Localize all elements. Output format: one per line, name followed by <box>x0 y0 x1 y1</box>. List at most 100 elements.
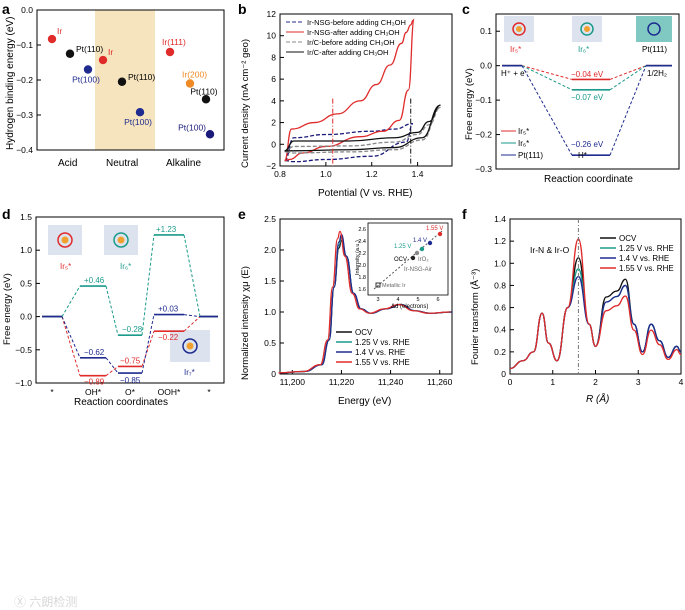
ytick-label-e: 2.0 <box>264 245 276 255</box>
legend-label-4: Ir/C-after adding CH₃OH <box>307 48 388 57</box>
panel-label-e: e <box>238 206 246 222</box>
legend-label-1: Ir-NSG-before adding CH₃OH <box>307 18 406 27</box>
ytick-label-d: −0.5 <box>15 345 32 355</box>
y-axis-label-e: Normalized intensity χμ (E) <box>240 266 251 380</box>
panel-c: c Ir₅* Ir₆* Pt(111) 0.1 0.0 −0.1 −0.2 −0.3 H… <box>460 0 685 205</box>
point-label: Pt(100) <box>178 122 206 132</box>
structure-d-ir5 <box>48 225 82 255</box>
data-point-pt110 <box>201 95 211 104</box>
inset-label-ocv: OCV <box>394 257 407 263</box>
panel-a: a 0.0 −0.1 −0.2 −0.3 −0.4 Ir Pt(110) Pt(100) Ir… <box>0 0 230 205</box>
series-b-4 <box>284 104 441 152</box>
ytick-label-c: 0.1 <box>480 26 492 36</box>
legend-f-1: OCV <box>619 234 637 243</box>
point-label: Ir(111) <box>162 37 186 47</box>
legend-d-ir7: Ir₇* <box>184 368 195 377</box>
data-point-ir111 <box>165 47 175 57</box>
xtick-label-e: 11,260 <box>427 377 453 387</box>
structure-ir6 <box>572 16 602 42</box>
connector-d <box>141 331 155 367</box>
inset-point-iro2 <box>414 250 420 256</box>
inset-xtick: 6 <box>436 297 439 303</box>
chart-f: f 0 1 2 3 4 0 0.2 0.4 0.6 0.8 1.0 1.2 1.4 Ir-N & Ir-… <box>462 206 684 405</box>
structure-ir5 <box>504 16 534 42</box>
connector-d <box>183 316 201 332</box>
y-axis-label-c: Free energy (eV) <box>464 68 475 140</box>
connector-d <box>105 366 119 377</box>
xtick-label-f: 2 <box>593 377 598 387</box>
annotation-d: −0.62 <box>84 348 105 357</box>
y-axis-label-a: Hydrogen binding energy (eV) <box>5 17 16 150</box>
watermark: Ⓧ 六朗检测 <box>14 595 78 609</box>
data-point-pt110 <box>65 49 75 58</box>
inset-ytick: 2.6 <box>358 227 366 233</box>
xtick-label-b: 1.4 <box>412 169 424 179</box>
ytick-label-a: −0.3 <box>16 110 33 120</box>
annotation-d: −0.75 <box>120 356 141 365</box>
inset-label-155: 1.55 V <box>426 226 443 232</box>
ytick-label-b: −2 <box>266 161 276 171</box>
connector-c <box>521 65 573 91</box>
connector-d <box>61 316 81 358</box>
legend-f-3: 1.4 V vs. RHE <box>619 254 669 263</box>
series-b-1 <box>284 123 414 163</box>
connector-d <box>183 314 201 318</box>
legend-c-2: Ir₆* <box>518 139 529 148</box>
xtick-label-b: 1.2 <box>366 169 378 179</box>
panel-e: e 11,200 11,220 11,240 11,260 0 0.5 1.0 1.5 2.0 2… <box>228 205 460 410</box>
inset-ytick: 1.8 <box>358 275 366 281</box>
point-label: Pt(110) <box>190 86 217 96</box>
state-right: 1/2H₂ <box>647 69 667 78</box>
point-label: Pt(110) <box>128 72 155 82</box>
ytick-label-b: 2 <box>271 118 276 128</box>
ytick-label-f: 1.4 <box>494 214 506 224</box>
x-axis-label-e: Energy (eV) <box>338 396 391 407</box>
ft-series-3 <box>509 275 682 370</box>
ytick-label-f: 0.8 <box>494 280 506 290</box>
ytick-label-a: −0.4 <box>16 145 33 155</box>
inset-label-irnsg: Ir-NSG-Air <box>404 267 432 273</box>
annotation-d: −0.28 <box>122 325 143 334</box>
inset-label-125: 1.25 V <box>394 244 411 250</box>
xtick-label-b: 0.8 <box>274 169 286 179</box>
ytick-label-e: 1.0 <box>264 307 276 317</box>
y-axis-label-d: Free energy (eV) <box>2 273 13 345</box>
legend-e-1: OCV <box>355 328 373 337</box>
ytick-label-a: −0.1 <box>16 40 33 50</box>
state-mid: H* <box>578 151 587 160</box>
inset-xtick: 3 <box>376 297 379 303</box>
point-label: Pt(100) <box>72 75 100 85</box>
ytick-label-f: 0.6 <box>494 303 506 313</box>
inset-point-14 <box>427 240 433 246</box>
x-axis-label-f: R (Å) <box>586 392 609 405</box>
xtick-label-e: 11,240 <box>378 377 404 387</box>
state-label-d: O* <box>125 387 136 397</box>
ytick-label-d: 0.0 <box>20 312 32 322</box>
annotation-d: −0.89 <box>84 378 105 387</box>
structure-d-ir7 <box>170 330 210 362</box>
legend-e-2: 1.25 V vs. RHE <box>355 338 410 347</box>
inset-point-ocv <box>410 255 416 261</box>
connector-d <box>105 285 119 336</box>
inset-ytick: 2.0 <box>358 263 366 269</box>
data-point-pt100 <box>135 108 145 117</box>
category-alkaline: Alkaline <box>166 158 201 169</box>
ytick-label-f: 1.2 <box>494 236 506 246</box>
xanes-series-3 <box>279 233 453 374</box>
plot-frame-b <box>279 13 453 167</box>
annotation-d: +1.23 <box>156 225 177 234</box>
plot-frame-e <box>279 218 453 375</box>
inset-label-14: 1.4 V <box>413 238 427 244</box>
panel-label-d: d <box>2 206 11 222</box>
chart-d: d Ir₅* Ir₆* Ir₇* 1.5 1.0 0.5 0.0 −0.5 −1.0 +0… <box>2 206 225 408</box>
y-axis-label-b: Current density (mA cm⁻² geo) <box>240 39 251 168</box>
state-label-d: OOH* <box>158 387 181 397</box>
ytick-label-a: 0.0 <box>21 5 33 15</box>
ytick-label-e: 0 <box>271 369 276 379</box>
series-b-2 <box>283 18 415 162</box>
plot-frame-f <box>509 218 682 375</box>
chart-b: b 0.8 1.0 1.2 1.4 −2 0 2 4 6 8 10 12 Ir-NSG-before … <box>238 1 453 199</box>
series-b-3 <box>284 106 441 154</box>
ft-series-1 <box>509 257 682 370</box>
chart-e: e 11,200 11,220 11,240 11,260 0 0.5 1.0 1.5 2.0 2… <box>238 206 453 407</box>
